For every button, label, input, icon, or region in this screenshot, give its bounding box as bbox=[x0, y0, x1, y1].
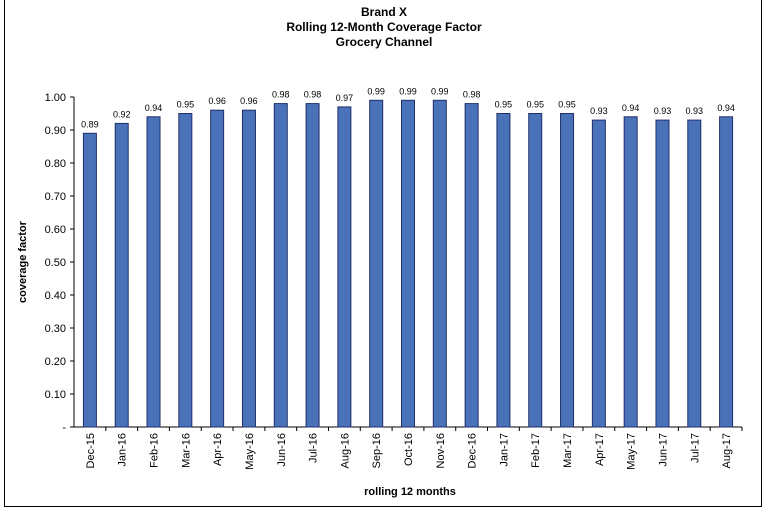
x-tick-label: Aug-16 bbox=[339, 433, 351, 468]
bar-value-label: 0.99 bbox=[367, 86, 385, 96]
y-tick-label: 0.50 bbox=[45, 257, 66, 269]
bars bbox=[82, 99, 734, 428]
x-tick-label: Apr-16 bbox=[212, 433, 224, 466]
x-tick-label: Dec-15 bbox=[85, 433, 97, 468]
x-tick-label: Oct-16 bbox=[403, 433, 415, 466]
bar bbox=[114, 122, 129, 428]
bar bbox=[591, 119, 606, 428]
bar-value-label: 0.98 bbox=[304, 90, 322, 100]
bar-value-label: 0.95 bbox=[495, 100, 513, 110]
bar-value-label: 0.94 bbox=[145, 103, 163, 113]
bar bbox=[496, 113, 511, 428]
bar bbox=[401, 99, 415, 428]
chart-title: Brand X bbox=[360, 5, 407, 19]
y-axis-label: coverage factor bbox=[17, 220, 29, 303]
y-tick-label: - bbox=[62, 422, 66, 434]
y-tick-labels: - 0.10 0.20 0.30 0.40 0.50 0.60 0.70 0.80 0.90 1.0… bbox=[45, 92, 67, 434]
bar-value-label: 0.96 bbox=[208, 96, 226, 106]
y-tick-label: 0.90 bbox=[45, 125, 66, 137]
bar bbox=[369, 99, 384, 428]
bar-value-label: 0.95 bbox=[177, 100, 195, 110]
x-tick-label: Jan-16 bbox=[117, 433, 129, 467]
bar bbox=[178, 113, 193, 428]
x-tick-label: Jul-17 bbox=[689, 433, 701, 463]
y-tick-label: 0.40 bbox=[45, 290, 66, 302]
bar bbox=[432, 99, 447, 428]
bar-value-label: 0.98 bbox=[463, 90, 481, 100]
x-tick-label: May-16 bbox=[244, 433, 256, 470]
bar bbox=[655, 119, 670, 428]
bar bbox=[687, 119, 702, 428]
x-tick-label: Dec-16 bbox=[467, 433, 479, 468]
y-tick-label: 0.10 bbox=[45, 389, 66, 401]
bar-value-label: 0.95 bbox=[558, 100, 576, 110]
bar bbox=[560, 113, 575, 428]
bar-value-label: 0.92 bbox=[113, 109, 131, 119]
x-tick-label: May-17 bbox=[626, 433, 638, 470]
bar-value-label: 0.94 bbox=[717, 103, 735, 113]
x-tick-label: Jun-17 bbox=[657, 433, 669, 467]
bar bbox=[464, 103, 479, 428]
y-tick-label: 0.20 bbox=[45, 356, 66, 368]
bar bbox=[337, 106, 352, 428]
value-labels: 0.89 0.92 0.94 0.95 0.96 0.96 0.98 0.98 0.97 0.99… bbox=[81, 86, 735, 129]
x-axis-label: rolling 12 months bbox=[364, 486, 456, 498]
bar-value-label: 0.96 bbox=[240, 96, 258, 106]
y-tick-label: 0.80 bbox=[45, 158, 66, 170]
x-tick-label: Jun-16 bbox=[276, 433, 288, 467]
x-tick-label: Feb-16 bbox=[149, 433, 161, 468]
bar bbox=[241, 109, 256, 428]
bar-value-label: 0.98 bbox=[272, 90, 290, 100]
chart-title-block: Brand X Rolling 12-Month Coverage Factor… bbox=[0, 5, 768, 50]
bar-value-label: 0.99 bbox=[399, 86, 417, 96]
bar bbox=[623, 116, 638, 428]
bar bbox=[273, 103, 288, 428]
x-tick-label: Jan-17 bbox=[498, 433, 510, 467]
x-tick-label: Aug-17 bbox=[721, 433, 733, 468]
bar bbox=[719, 116, 734, 428]
x-tick-label: Apr-17 bbox=[594, 433, 606, 466]
x-tick-labels: Dec-15 Jan-16 Feb-16 Mar-16 Apr-16 May-16 Jun-… bbox=[85, 433, 733, 470]
bar-value-label: 0.93 bbox=[686, 106, 704, 116]
y-tick-label: 0.70 bbox=[45, 191, 66, 203]
chart-subtitle-1: Rolling 12-Month Coverage Factor bbox=[286, 20, 482, 34]
bar-value-label: 0.95 bbox=[526, 100, 544, 110]
bar-value-label: 0.94 bbox=[622, 103, 640, 113]
y-tick-label: 1.00 bbox=[45, 92, 66, 104]
x-tick-label: Jul-16 bbox=[308, 433, 320, 463]
bar bbox=[528, 113, 543, 428]
x-tick-label: Mar-17 bbox=[562, 433, 574, 468]
bar-value-label: 0.99 bbox=[431, 86, 449, 96]
chart-frame bbox=[4, 0, 762, 507]
bar bbox=[210, 109, 225, 428]
bar-value-label: 0.93 bbox=[590, 106, 608, 116]
bar bbox=[82, 132, 97, 428]
bar-value-label: 0.89 bbox=[81, 119, 99, 129]
y-tick-label: 0.30 bbox=[45, 323, 66, 335]
chart-subtitle-2: Grocery Channel bbox=[335, 35, 433, 49]
x-tick-label: Nov-16 bbox=[435, 433, 447, 468]
y-tick-label: 0.60 bbox=[45, 224, 66, 236]
bar bbox=[146, 116, 161, 428]
x-tick-label: Sep-16 bbox=[371, 433, 383, 468]
bar bbox=[305, 103, 320, 428]
bar-value-label: 0.93 bbox=[654, 106, 672, 116]
bar-value-label: 0.97 bbox=[336, 93, 354, 103]
x-tick-label: Feb-17 bbox=[530, 433, 542, 468]
x-tick-label: Mar-16 bbox=[180, 433, 192, 468]
